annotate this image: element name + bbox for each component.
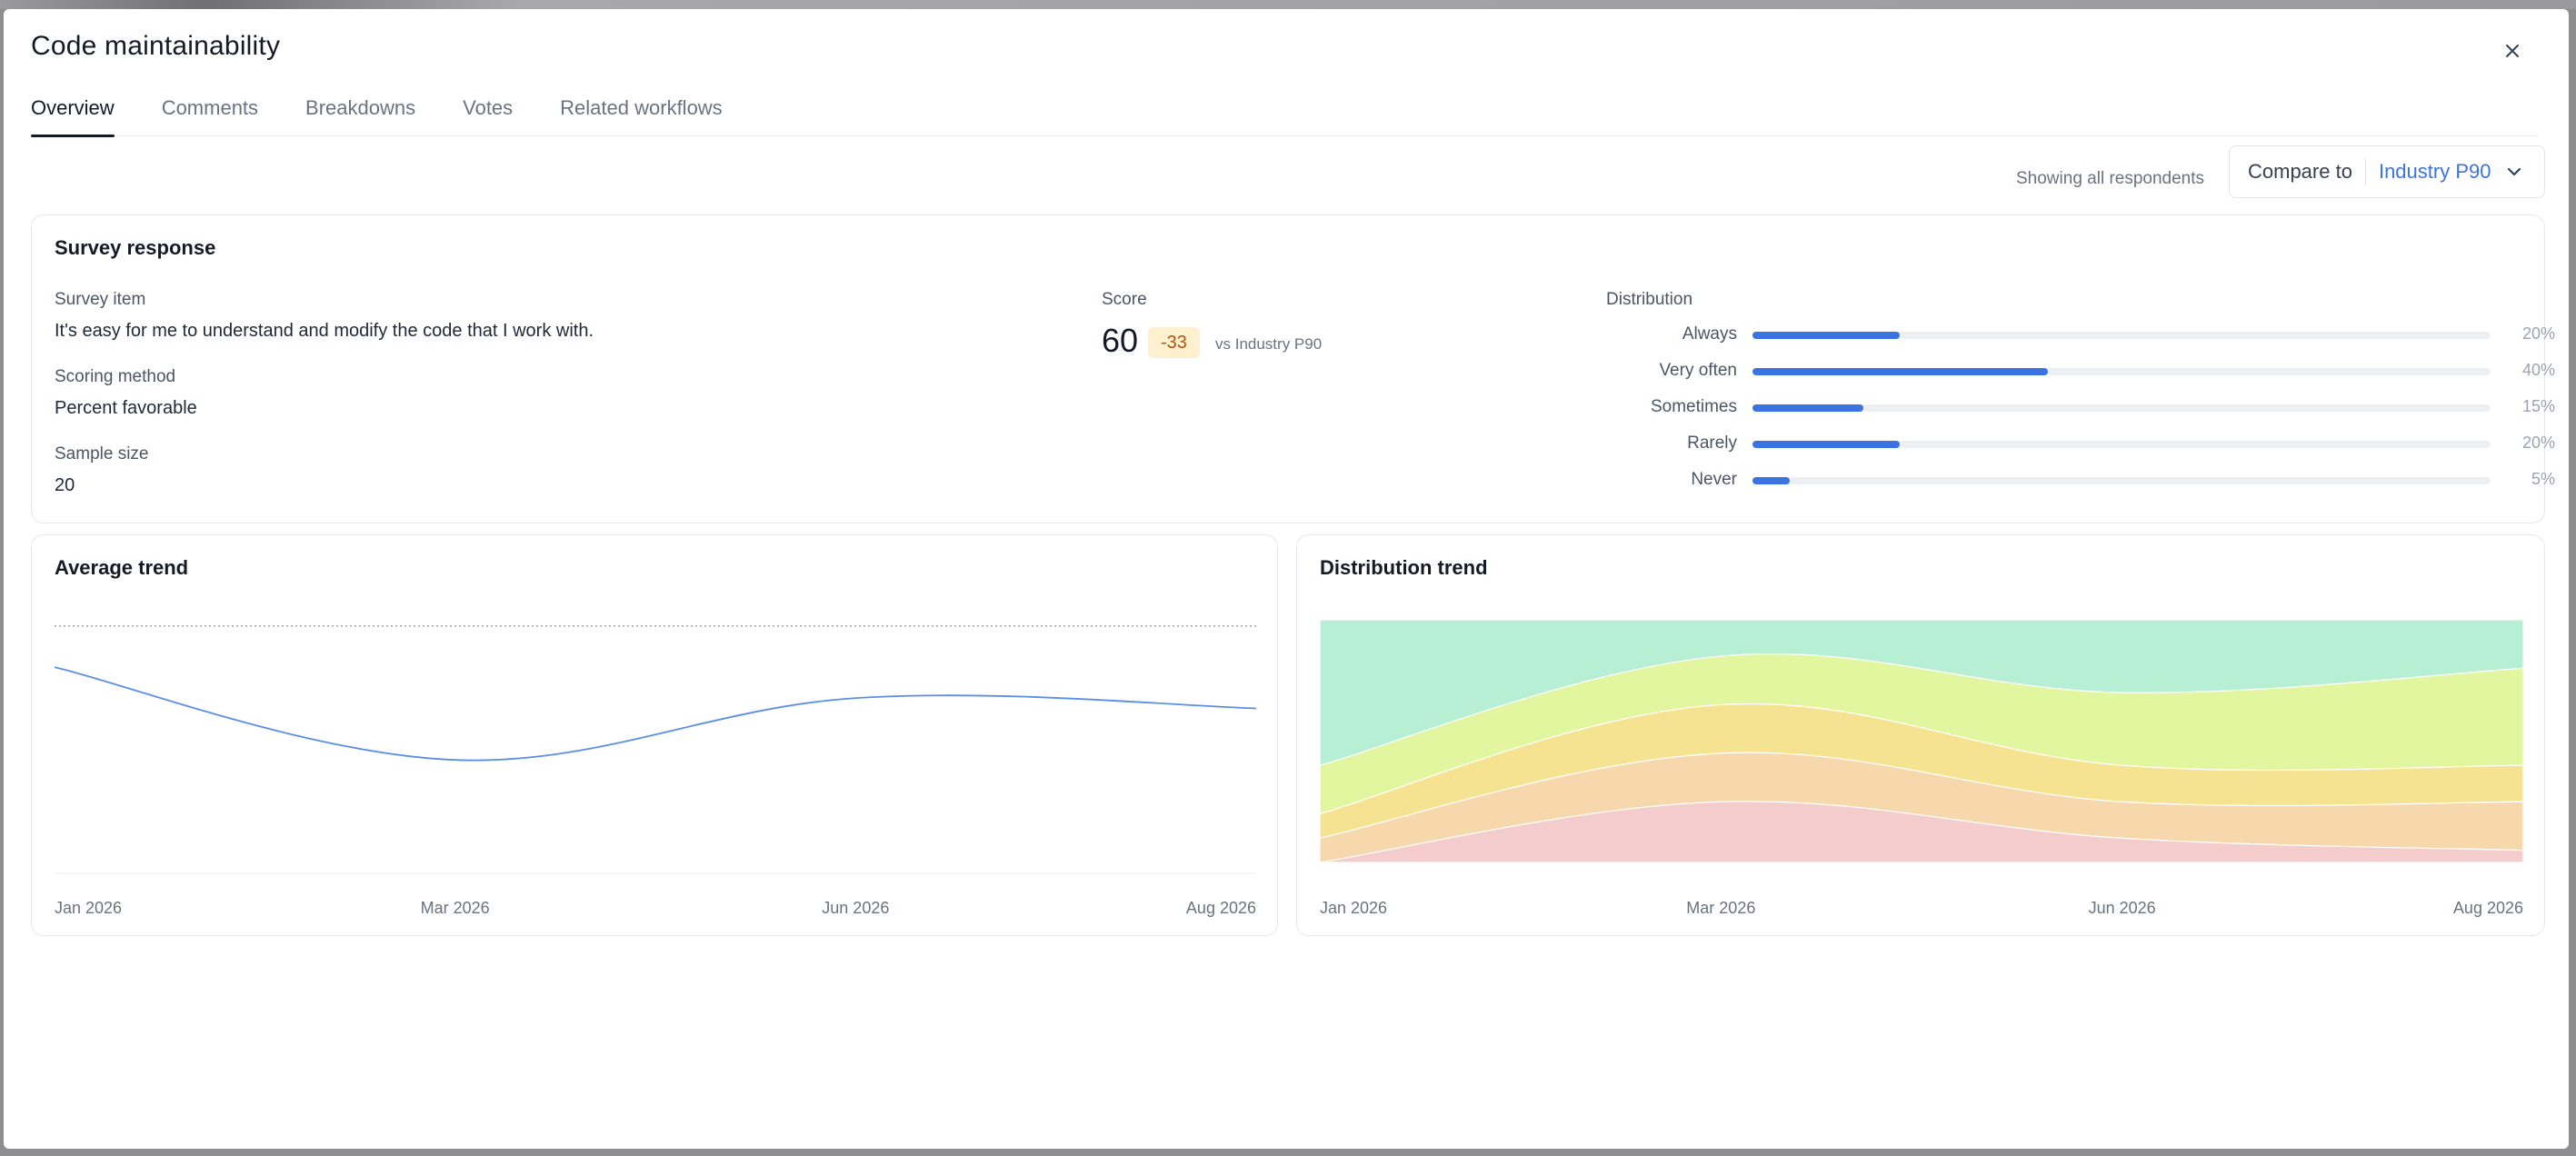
distribution-row-rarely: Rarely 20%	[1610, 432, 2555, 457]
x-tick-label: Aug 2026	[1186, 899, 1256, 917]
respondents-filter-text: Showing all respondents	[2016, 169, 2205, 188]
distribution-row-sometimes: Sometimes 15%	[1610, 395, 2555, 421]
survey-response-card: Survey response Survey item It's easy fo…	[31, 214, 2555, 523]
tab-comments[interactable]: Comments	[161, 96, 259, 119]
compare-to-label: Compare to	[2248, 160, 2352, 183]
scoring-method-label: Scoring method	[55, 367, 176, 386]
distribution-bar-fill	[1752, 404, 1863, 412]
distribution-list: Always 20% Very often 40% Sometimes 15% …	[1610, 323, 2555, 504]
distribution-row-always: Always 20%	[1610, 323, 2555, 348]
x-tick-label: Mar 2026	[421, 899, 490, 917]
compare-to-value: Industry P90	[2378, 160, 2491, 183]
distribution-bar-fill	[1752, 368, 2048, 375]
survey-item-label: Survey item	[55, 290, 146, 309]
average-trend-title: Average trend	[55, 556, 189, 579]
modal-title: Code maintainability	[31, 31, 281, 61]
distribution-bar-fill	[1752, 477, 1790, 484]
distribution-row-never: Never 5%	[1610, 468, 2555, 493]
x-tick-label: Jun 2026	[2089, 899, 2156, 917]
tab-votes[interactable]: Votes	[463, 96, 514, 119]
distribution-area-never	[1319, 801, 2524, 863]
distribution-row-percent: 20%	[2521, 324, 2555, 343]
average-trend-chart: Jan 2026 Mar 2026 Jun 2026 Aug 2026	[54, 624, 1257, 917]
average-trend-line	[54, 666, 1257, 762]
distribution-label: Distribution	[1606, 290, 1693, 309]
score-label: Score	[1102, 290, 1147, 309]
survey-item-value: It's easy for me to understand and modif…	[55, 321, 594, 341]
chevron-down-icon	[2507, 167, 2521, 176]
distribution-row-label: Always	[1682, 324, 1737, 344]
distribution-trend-card: Distribution trend Jan 2026 Mar 2026 Jun 2…	[1296, 534, 2545, 936]
tab-breakdowns[interactable]: Breakdowns	[305, 96, 416, 119]
tab-overview[interactable]: Overview	[31, 93, 115, 137]
scoring-method-value: Percent favorable	[55, 398, 197, 418]
distribution-row-percent: 20%	[2521, 434, 2555, 452]
distribution-trend-title: Distribution trend	[1320, 556, 1488, 579]
distribution-trend-chart: Jan 2026 Mar 2026 Jun 2026 Aug 2026	[1319, 619, 2524, 917]
x-tick-label: Mar 2026	[1686, 899, 1755, 917]
score-comparison-text: vs Industry P90	[1215, 335, 1323, 353]
distribution-row-percent: 15%	[2521, 397, 2555, 415]
close-icon	[2506, 45, 2519, 57]
distribution-row-label: Very often	[1659, 361, 1737, 380]
compare-divider	[2364, 158, 2366, 185]
x-tick-label: Jan 2026	[55, 899, 122, 917]
distribution-bar-track	[1752, 477, 2491, 484]
distribution-bar-fill	[1752, 332, 1901, 339]
compare-to-dropdown[interactable]: Compare to Industry P90	[2229, 145, 2545, 198]
x-tick-label: Jun 2026	[822, 899, 889, 917]
x-tick-label: Aug 2026	[2453, 899, 2523, 917]
distribution-bar-fill	[1752, 441, 1901, 448]
distribution-row-label: Sometimes	[1650, 397, 1737, 416]
average-trend-card: Average trend Jan 2026 Mar 2026 Jun 2026 Au…	[31, 534, 1278, 936]
distribution-bar-track	[1752, 404, 2491, 412]
score-value: 60	[1102, 322, 1139, 359]
distribution-row-label: Never	[1691, 470, 1737, 489]
distribution-row-very-often: Very often 40%	[1610, 359, 2555, 384]
tab-related-workflows[interactable]: Related workflows	[560, 96, 723, 119]
distribution-row-percent: 5%	[2531, 470, 2555, 488]
distribution-bar-track	[1752, 441, 2491, 448]
sample-size-label: Sample size	[55, 444, 149, 463]
tab-bar: Overview Comments Breakdowns Votes Relat…	[31, 93, 2538, 137]
backdrop	[0, 0, 2576, 9]
distribution-row-label: Rarely	[1687, 434, 1737, 453]
sample-size-value: 20	[55, 475, 75, 495]
modal-dialog: Code maintainability Overview Comments B…	[4, 9, 2569, 1149]
x-tick-label: Jan 2026	[1320, 899, 1387, 917]
close-button[interactable]	[2498, 36, 2527, 65]
score-delta-badge: -33	[1148, 327, 1200, 358]
survey-response-title: Survey response	[55, 236, 216, 259]
distribution-row-percent: 40%	[2521, 361, 2555, 379]
distribution-bar-track	[1752, 332, 2491, 339]
distribution-bar-track	[1752, 368, 2491, 375]
